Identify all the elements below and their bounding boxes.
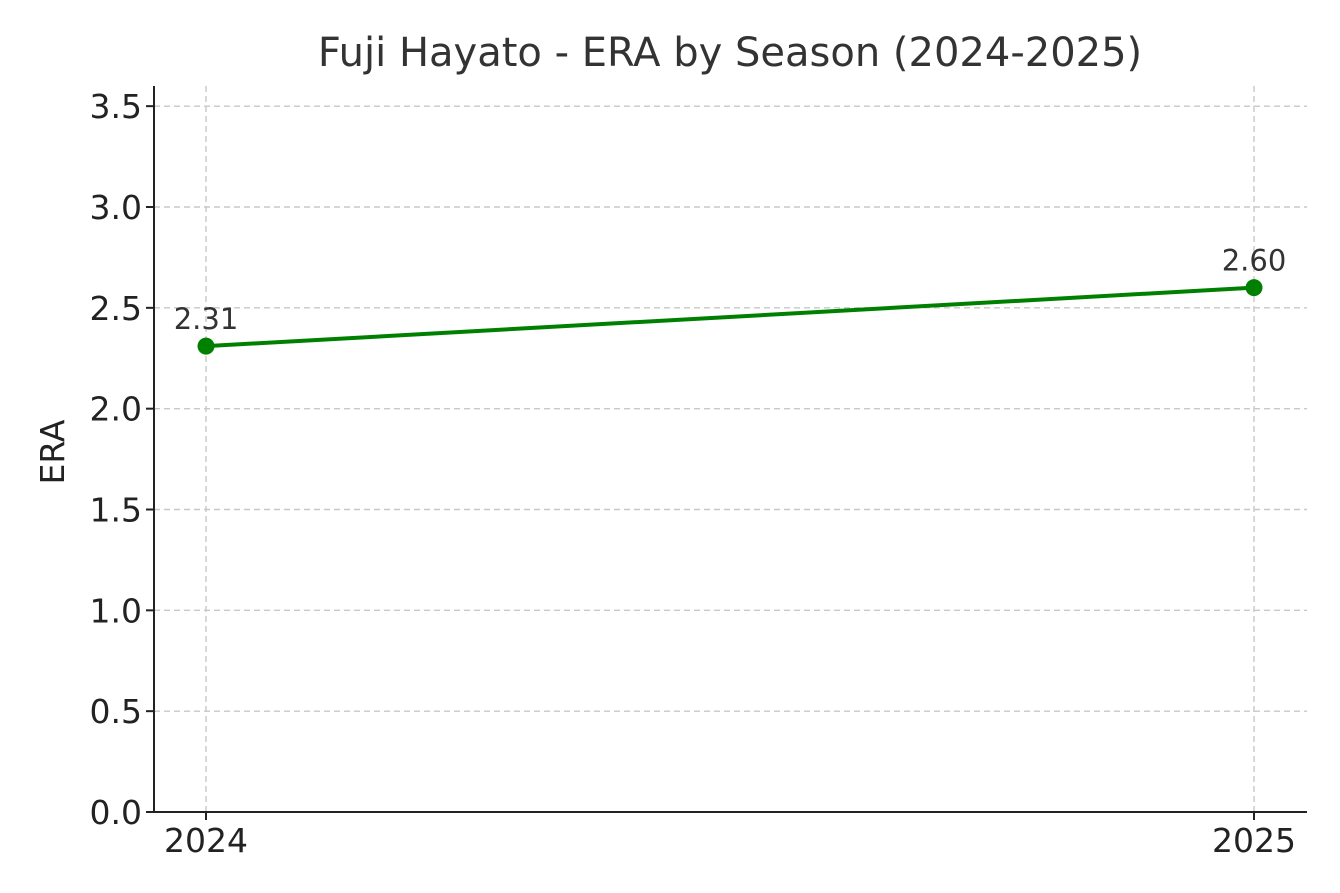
chart-title: Fuji Hayato - ERA by Season (2024-2025): [318, 30, 1142, 76]
y-tick-label: 2.5: [90, 289, 142, 328]
x-ticks: 2024 2025: [164, 812, 1296, 860]
x-tick-label: 2025: [1212, 821, 1296, 860]
series-group: [197, 279, 1263, 355]
data-point-marker: [1245, 279, 1263, 297]
y-tick-label: 0.0: [90, 793, 142, 832]
y-ticks: 0.0 0.5 1.0 1.5 2.0 2.5 3.0 3.5: [90, 87, 154, 832]
y-tick-label: 1.5: [90, 491, 142, 530]
x-tick-label: 2024: [164, 821, 248, 860]
y-tick-label: 0.5: [90, 692, 142, 731]
data-point-marker: [197, 337, 215, 355]
y-axis-label: ERA: [33, 419, 72, 484]
data-point-label: 2.31: [174, 302, 239, 336]
axes: [153, 86, 1307, 813]
y-tick-label: 3.5: [90, 87, 142, 126]
data-labels: 2.31 2.60: [174, 244, 1287, 336]
data-point-label: 2.60: [1222, 244, 1287, 278]
era-series-line: [205, 285, 1255, 349]
y-tick-label: 2.0: [90, 390, 142, 429]
y-tick-label: 1.0: [90, 591, 142, 630]
y-tick-label: 3.0: [90, 188, 142, 227]
grid-lines: [154, 86, 1307, 813]
